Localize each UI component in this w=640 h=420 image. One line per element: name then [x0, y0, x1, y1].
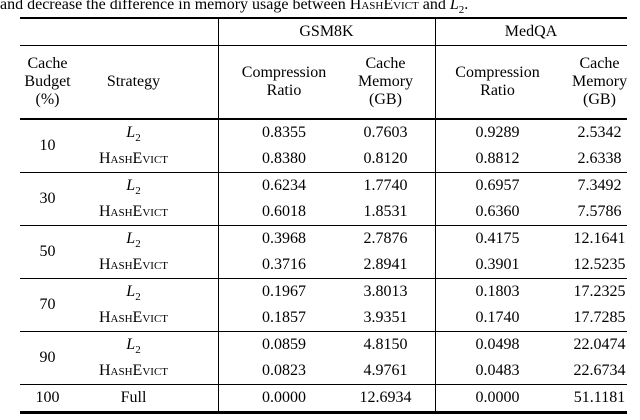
medqa-compression-ratio: 0.0483 — [475, 362, 520, 379]
medqa-compression-ratio: 0.0498 — [475, 336, 520, 353]
table-body: 10 L2 0.8355 0.7603 0.9289 2.5342 HashEvict 0.8… — [20, 120, 627, 414]
caption-prefix: and decrease the difference in memory us… — [0, 0, 350, 13]
medqa-cache-memory: 2.5342 — [577, 124, 622, 141]
caption-l2-symbol: L2 — [449, 0, 465, 17]
results-table: GSM8K MedQA Cache Budget (%) Strategy Co… — [20, 17, 627, 414]
header-medqa: MedQA — [504, 23, 558, 40]
strategy-smallcaps: HashEvict — [99, 256, 168, 273]
gsm8k-compression-ratio: 0.8380 — [262, 150, 306, 167]
vertical-divider-left — [218, 17, 219, 414]
budget-group-70: 70 L2 0.1967 3.8013 0.1803 17.2325 HashEvict 0.… — [20, 279, 627, 331]
budget-group-30: 30 L2 0.6234 1.7740 0.6957 7.3492 HashEvict 0.6… — [20, 173, 627, 225]
cache-budget-value: 100 — [35, 389, 60, 406]
medqa-compression-ratio: 0.0000 — [475, 389, 520, 406]
caption-middle: and — [418, 0, 450, 13]
gsm8k-cache-memory: 12.6934 — [359, 389, 412, 406]
header-gsm8k-cache-memory: Cache Memory (GB) — [357, 55, 414, 108]
gsm8k-compression-ratio: 0.8355 — [262, 124, 306, 141]
medqa-cache-memory: 22.6734 — [573, 362, 626, 379]
medqa-cache-memory: 12.5235 — [573, 256, 626, 273]
strategy-smallcaps: HashEvict — [99, 309, 168, 326]
gsm8k-cache-memory: 4.9761 — [363, 362, 408, 379]
caption-l2-subscript: 2 — [458, 4, 465, 17]
gsm8k-compression-ratio: 0.6234 — [262, 177, 306, 194]
table-bottomrule — [20, 411, 627, 414]
strategy-l2: L2 — [126, 230, 141, 251]
row-separator — [20, 172, 627, 173]
gsm8k-compression-ratio: 0.0823 — [262, 362, 306, 379]
gsm8k-cache-memory: 3.8013 — [363, 283, 408, 300]
gsm8k-compression-ratio: 0.0000 — [262, 389, 306, 406]
caption-l2-main: L — [449, 0, 459, 13]
caption-suffix: . — [464, 0, 469, 13]
row-separator — [20, 384, 627, 385]
medqa-compression-ratio: 0.1803 — [475, 283, 520, 300]
dataset-header-underline — [20, 45, 627, 46]
medqa-compression-ratio: 0.9289 — [475, 124, 520, 141]
medqa-cache-memory: 51.1181 — [573, 389, 626, 406]
strategy-plain: Full — [120, 389, 147, 406]
strategy-l2: L2 — [126, 336, 141, 357]
budget-group-90: 90 L2 0.0859 4.8150 0.0498 22.0474 HashEvict 0.… — [20, 332, 627, 384]
column-header-row: Cache Budget (%) Strategy Compression Ra… — [20, 46, 627, 118]
gsm8k-cache-memory: 2.8941 — [363, 256, 408, 273]
medqa-compression-ratio: 0.6360 — [475, 203, 520, 220]
medqa-cache-memory: 12.1641 — [573, 230, 626, 247]
vertical-divider-right — [435, 17, 436, 414]
medqa-compression-ratio: 0.1740 — [475, 309, 520, 326]
medqa-compression-ratio: 0.8812 — [475, 150, 520, 167]
header-strategy: Strategy — [106, 73, 161, 90]
medqa-compression-ratio: 0.4175 — [475, 230, 520, 247]
medqa-compression-ratio: 0.6957 — [475, 177, 520, 194]
cache-budget-value: 90 — [39, 349, 56, 366]
gsm8k-cache-memory: 0.7603 — [363, 124, 408, 141]
row-separator — [20, 278, 627, 279]
header-gsm8k-compression-ratio: Compression Ratio — [241, 64, 327, 99]
header-gsm8k: GSM8K — [299, 23, 354, 40]
header-cache-budget: Cache Budget (%) — [24, 55, 71, 108]
medqa-cache-memory: 17.2325 — [573, 283, 626, 300]
budget-group-50: 50 L2 0.3968 2.7876 0.4175 12.1641 HashEvict 0.… — [20, 226, 627, 278]
medqa-cache-memory: 7.3492 — [577, 177, 622, 194]
gsm8k-cache-memory: 0.8120 — [363, 150, 408, 167]
caption-text: and decrease the difference in memory us… — [0, 0, 640, 17]
header-medqa-cache-memory: Cache Memory (GB) — [572, 55, 628, 108]
strategy-l2: L2 — [126, 283, 141, 304]
medqa-cache-memory: 22.0474 — [573, 336, 626, 353]
caption-method-name: HashEvict — [349, 0, 419, 13]
strategy-smallcaps: HashEvict — [99, 150, 168, 167]
cache-budget-value: 10 — [39, 137, 56, 154]
gsm8k-cache-memory: 3.9351 — [363, 309, 408, 326]
gsm8k-cache-memory: 1.7740 — [363, 177, 408, 194]
gsm8k-compression-ratio: 0.1967 — [262, 283, 306, 300]
header-medqa-compression-ratio: Compression Ratio — [455, 64, 540, 99]
cache-budget-value: 30 — [39, 190, 56, 207]
gsm8k-cache-memory: 1.8531 — [363, 203, 408, 220]
gsm8k-compression-ratio: 0.0859 — [262, 336, 306, 353]
medqa-cache-memory: 7.5786 — [577, 203, 622, 220]
row-separator — [20, 225, 627, 226]
medqa-compression-ratio: 0.3901 — [475, 256, 520, 273]
gsm8k-compression-ratio: 0.1857 — [262, 309, 306, 326]
gsm8k-cache-memory: 4.8150 — [363, 336, 408, 353]
strategy-smallcaps: HashEvict — [99, 203, 168, 220]
gsm8k-cache-memory: 2.7876 — [363, 230, 408, 247]
strategy-smallcaps: HashEvict — [99, 362, 168, 379]
budget-group-10: 10 L2 0.8355 0.7603 0.9289 2.5342 HashEvict 0.8… — [20, 120, 627, 172]
cache-budget-value: 50 — [39, 243, 56, 260]
strategy-l2: L2 — [126, 177, 141, 198]
table-toprule — [20, 17, 627, 19]
gsm8k-compression-ratio: 0.3716 — [262, 256, 306, 273]
row-separator — [20, 331, 627, 332]
header-bottomrule — [20, 118, 627, 120]
dataset-header-row: GSM8K MedQA — [20, 19, 627, 45]
budget-group-100: 100 Full 0.0000 12.6934 0.0000 51.1181 — [20, 385, 627, 411]
gsm8k-compression-ratio: 0.3968 — [262, 230, 306, 247]
medqa-cache-memory: 17.7285 — [573, 309, 626, 326]
cache-budget-value: 70 — [39, 296, 56, 313]
gsm8k-compression-ratio: 0.6018 — [262, 203, 306, 220]
medqa-cache-memory: 2.6338 — [577, 150, 622, 167]
strategy-l2: L2 — [126, 124, 141, 145]
